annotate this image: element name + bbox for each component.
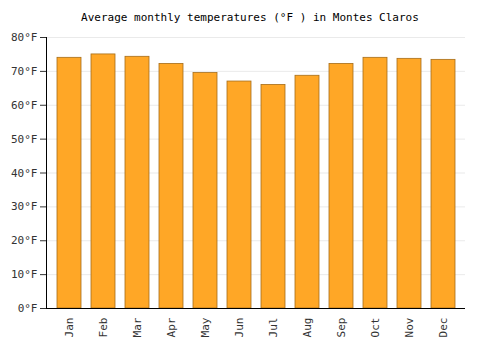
- svg-text:20°F: 20°F: [11, 234, 38, 247]
- svg-text:Nov: Nov: [403, 317, 416, 337]
- svg-text:Aug: Aug: [301, 318, 314, 338]
- svg-text:0°F: 0°F: [18, 302, 38, 315]
- svg-text:Mar: Mar: [131, 317, 144, 337]
- html-text:Average monthly temperatures (: Average monthly temperatures (°F ) in Mo…: [81, 11, 419, 24]
- svg-text:50°F: 50°F: [11, 133, 38, 146]
- svg-text:60°F: 60°F: [11, 99, 38, 112]
- svg-text:Oct: Oct: [369, 318, 382, 338]
- svg-text:Sep: Sep: [335, 318, 348, 338]
- svg-text:40°F: 40°F: [11, 167, 38, 180]
- svg-text:30°F: 30°F: [11, 200, 38, 213]
- svg-text:70°F: 70°F: [11, 65, 38, 78]
- svg-text:Jan: Jan: [63, 318, 76, 338]
- svg-text:80°F: 80°F: [11, 31, 38, 44]
- svg-text:Dec: Dec: [437, 318, 450, 338]
- svg-text:Feb: Feb: [97, 318, 110, 338]
- svg-text:Jul: Jul: [267, 318, 280, 338]
- svg-text:10°F: 10°F: [11, 268, 38, 281]
- svg-text:Jun: Jun: [233, 318, 246, 338]
- svg-text:Apr: Apr: [165, 317, 178, 337]
- svg-text:May: May: [199, 317, 212, 337]
